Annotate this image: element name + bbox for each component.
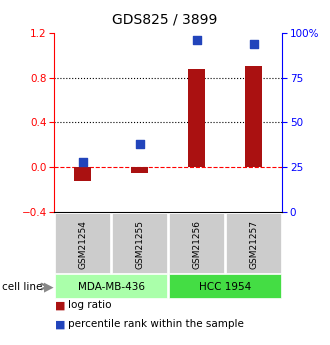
Bar [74, 167, 91, 181]
Text: cell line: cell line [2, 282, 42, 292]
Point [251, 41, 256, 46]
Text: GDS825 / 3899: GDS825 / 3899 [112, 12, 218, 26]
Text: GSM21254: GSM21254 [79, 220, 87, 268]
Text: ■: ■ [55, 300, 66, 310]
Point [80, 159, 85, 165]
Text: HCC 1954: HCC 1954 [199, 282, 251, 292]
Bar [245, 66, 262, 167]
Bar [188, 69, 205, 167]
Text: percentile rank within the sample: percentile rank within the sample [68, 319, 244, 329]
Point [137, 141, 143, 147]
Bar [131, 167, 148, 173]
Text: GSM21255: GSM21255 [135, 219, 144, 269]
Text: ▶: ▶ [44, 280, 54, 293]
Text: GSM21256: GSM21256 [192, 219, 201, 269]
Point [194, 37, 199, 43]
Text: GSM21257: GSM21257 [249, 219, 258, 269]
Text: ■: ■ [55, 319, 66, 329]
Text: MDA-MB-436: MDA-MB-436 [78, 282, 145, 292]
Text: log ratio: log ratio [68, 300, 111, 310]
